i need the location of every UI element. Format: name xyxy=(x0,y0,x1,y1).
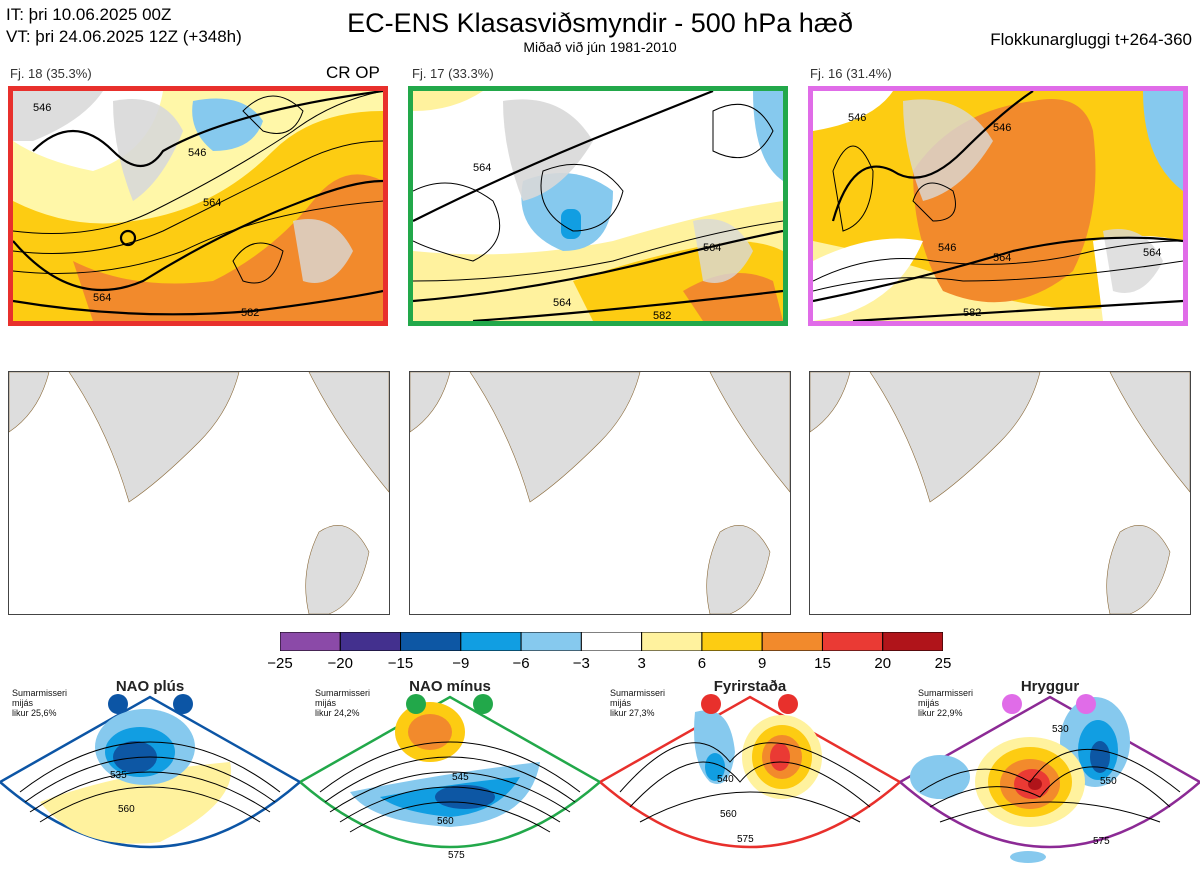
cluster-map-1: 546 546 564 564 582 xyxy=(8,86,388,326)
contour-label: 564 xyxy=(203,197,221,209)
contour-label: 540 xyxy=(717,774,734,785)
regime-blocking: 540 560 575 Fyrirstaða Sumarmisseri mijás… xyxy=(597,672,903,871)
contour-label: 560 xyxy=(437,816,454,827)
contour-label: 546 xyxy=(188,147,206,159)
colorbar-tick-label: 9 xyxy=(758,655,767,672)
contour-label: 564 xyxy=(993,252,1011,264)
contour-label: 545 xyxy=(452,772,469,783)
contour-label: 564 xyxy=(93,292,111,304)
colorbar-swatch xyxy=(580,632,643,651)
colorbar-swatch xyxy=(641,632,703,651)
colorbar-swatch xyxy=(460,632,522,651)
regime-name: NAO mínus xyxy=(409,678,491,695)
contour-label: 560 xyxy=(118,804,135,815)
colorbar-swatch xyxy=(339,632,402,651)
init-time: IT: þri 10.06.2025 00Z xyxy=(6,5,172,24)
cluster-1-tag: CR OP xyxy=(326,63,380,82)
contour-label: 564 xyxy=(473,162,491,174)
contour-label: 564 xyxy=(1143,247,1161,259)
colorbar-tick-label: 6 xyxy=(697,655,707,672)
contour-label: 582 xyxy=(241,307,259,319)
page-subtitle: Miðað við jún 1981-2010 xyxy=(523,39,677,55)
colorbar-tick-label: −6 xyxy=(512,655,530,672)
header-info: IT: þri 10.06.2025 00Z VT: þri 24.06.202… xyxy=(6,4,242,48)
colorbar-tick-label: −15 xyxy=(387,655,414,672)
colorbar-swatch xyxy=(882,632,943,651)
contour-label: 546 xyxy=(993,122,1011,134)
regime-name: Hryggur xyxy=(1020,678,1080,695)
regime-name: NAO plús xyxy=(115,678,185,695)
classification-window: Flokkunargluggi t+264-360 xyxy=(990,30,1192,49)
regime-ridge: 530 550 575 Hryggur Sumarmisseri mijás lik… xyxy=(897,672,1200,871)
contour-label: 546 xyxy=(848,112,866,124)
colorbar-swatch xyxy=(400,632,462,651)
colorbar-tick-label: −3 xyxy=(572,655,590,672)
regime-description: Sumarmisseri mijás likur 22,9% xyxy=(918,688,974,718)
cluster-1-label: Fj. 18 (35.3%) xyxy=(10,66,92,81)
regime-description: Sumarmisseri mijás likur 25,6% xyxy=(12,688,68,718)
cluster-map-2: 564 564 564 582 xyxy=(408,86,788,326)
cluster-2-label: Fj. 17 (33.3%) xyxy=(412,66,494,81)
colorbar-tick-label: −20 xyxy=(327,655,353,672)
contour-label: 575 xyxy=(448,850,465,861)
colorbar-tick-label: 15 xyxy=(814,655,831,672)
page-title: EC-ENS Klasasviðsmyndir - 500 hPa hæð xyxy=(347,8,853,38)
contour-label: 530 xyxy=(1052,724,1069,735)
regime-description: Sumarmisseri mijás likur 24,2% xyxy=(315,688,371,718)
contour-label: 564 xyxy=(553,297,571,309)
cluster-3-label: Fj. 16 (31.4%) xyxy=(810,66,892,81)
contour-label: 575 xyxy=(737,834,754,845)
empty-map-3 xyxy=(809,371,1191,615)
colorbar-swatch xyxy=(520,632,582,651)
colorbar-tick-label: 25 xyxy=(934,655,952,672)
empty-map-1 xyxy=(8,371,390,615)
contour-label: 582 xyxy=(963,307,981,319)
colorbar-tick-label: −25 xyxy=(267,655,293,672)
colorbar-swatch xyxy=(280,632,341,651)
colorbar-tick-label: 20 xyxy=(874,655,892,672)
colorbar xyxy=(280,632,943,651)
regime-nao-minus: 545 560 575 NAO mínus Sumarmisseri mijás l… xyxy=(297,672,603,871)
colorbar-tick-label: 3 xyxy=(637,655,646,672)
contour-label: 546 xyxy=(938,242,956,254)
colorbar-tick-label: −9 xyxy=(452,655,470,672)
regime-name: Fyrirstaða xyxy=(713,678,787,695)
contour-label: 575 xyxy=(1093,836,1110,847)
contour-label: 550 xyxy=(1100,776,1117,787)
regime-description: Sumarmisseri mijás likur 27,3% xyxy=(610,688,666,718)
contour-label: 546 xyxy=(33,102,51,114)
colorbar-swatch xyxy=(761,632,823,651)
empty-map-2 xyxy=(409,371,791,615)
contour-label: 564 xyxy=(703,242,721,254)
regime-nao-plus: 535 560 NAO plús Sumarmisseri mijás likur … xyxy=(0,672,303,871)
contour-label: 535 xyxy=(110,770,127,781)
colorbar-swatch xyxy=(821,632,884,651)
contour-label: 560 xyxy=(720,809,737,820)
valid-time: VT: þri 24.06.2025 12Z (+348h) xyxy=(6,27,242,46)
contour-label: 582 xyxy=(653,310,671,321)
cluster-map-3: 546 546 546 564 564 582 xyxy=(808,86,1188,326)
colorbar-swatch xyxy=(701,632,763,651)
